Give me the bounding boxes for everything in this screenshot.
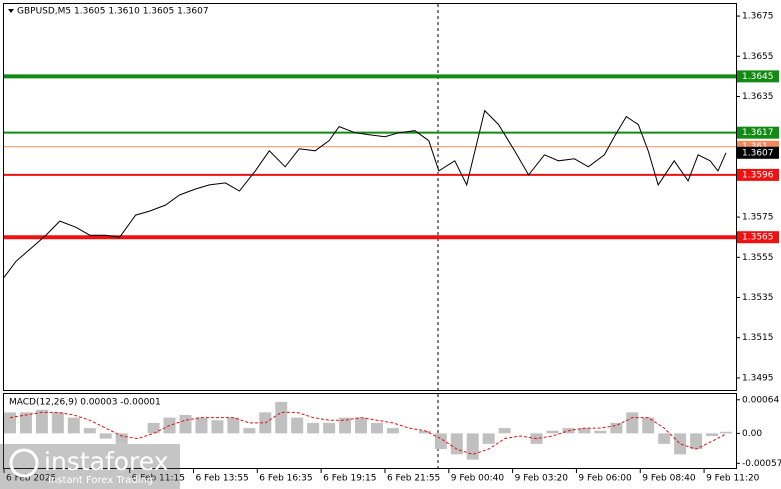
macd-bar [720, 431, 733, 434]
y-tick-label: 1.3655 [742, 52, 774, 62]
y-tick-label: 1.3555 [742, 253, 774, 263]
x-tick-label: 6 Feb 11:15 [132, 474, 185, 484]
level-label: 1.3607 [742, 148, 774, 158]
macd-bar [642, 417, 655, 434]
level-label-bg [737, 168, 779, 181]
macd-bar [35, 409, 48, 434]
macd-bar [386, 428, 399, 434]
x-tick-label: 6 Feb 2025 [6, 474, 56, 484]
macd-bar [211, 420, 224, 434]
macd-bar [466, 433, 479, 460]
macd-bar [227, 417, 240, 434]
y-tick-label: 0.00 [742, 429, 762, 439]
watermark: instaforex Instant Forex Trading [0, 444, 180, 489]
macd-bar [195, 417, 208, 434]
level-label-bg [737, 231, 779, 244]
watermark-logo [9, 448, 39, 478]
macd-bar [19, 412, 32, 434]
x-tick-label: 9 Feb 11:20 [706, 474, 760, 484]
macd-bar [243, 428, 256, 434]
y-tick-label: -0.00057 [742, 459, 781, 469]
level-label: 1.3645 [742, 72, 774, 82]
x-tick-label: 6 Feb 21:55 [387, 474, 440, 484]
x-tick-label: 6 Feb 19:15 [323, 474, 376, 484]
y-tick-label: 1.3535 [742, 293, 774, 303]
macd-bar [658, 433, 671, 444]
watermark-brand: instaforex [44, 447, 169, 476]
x-tick-label: 9 Feb 06:00 [578, 474, 632, 484]
macd-bar [674, 433, 687, 455]
macd-frame [3, 393, 737, 469]
macd-bar [339, 417, 352, 434]
price-line [3, 109, 727, 278]
macd-bar [546, 430, 559, 434]
macd-bar [418, 430, 431, 434]
macd-bar [578, 428, 591, 434]
chart-title: GBPUSD,M5 1.3605 1.3610 1.3605 1.3607 [17, 7, 209, 17]
y-tick-label: 1.3575 [742, 213, 774, 223]
macd-bar [147, 422, 160, 434]
macd-bar [99, 433, 112, 439]
level-label: 1.3617 [742, 128, 774, 138]
x-tick-label: 9 Feb 00:40 [451, 474, 505, 484]
macd-bar [706, 433, 719, 436]
macd-bar [3, 412, 16, 434]
macd-bar [434, 433, 447, 450]
macd-bar [67, 417, 80, 434]
y-tick-label: 1.3495 [742, 373, 774, 383]
level-label-bg [737, 70, 779, 83]
macd-bar [323, 422, 336, 434]
level-label-bg [737, 126, 779, 139]
x-tick-label: 9 Feb 03:20 [515, 474, 569, 484]
price-frame [3, 3, 737, 391]
level-label: 1.3596 [742, 170, 774, 180]
macd-bar [275, 401, 288, 434]
macd-bar [450, 433, 463, 455]
y-tick-label: 1.3515 [742, 333, 774, 343]
y-tick-label: 0.00064 [742, 395, 779, 405]
x-tick-label: 6 Feb 13:55 [195, 474, 248, 484]
macd-title: MACD(12,26,9) 0.00003 -0.00001 [9, 398, 161, 408]
macd-bar [626, 412, 639, 434]
x-tick-label: 6 Feb 16:35 [259, 474, 312, 484]
y-tick-label: 1.3635 [742, 92, 774, 102]
watermark-tagline: Instant Forex Trading [48, 475, 153, 486]
macd-bar [690, 433, 703, 450]
macd-bar [482, 433, 495, 444]
y-tick-label: 1.3675 [742, 12, 774, 22]
macd-bar [51, 412, 64, 434]
macd-bar [179, 414, 192, 434]
macd-bar [594, 430, 607, 434]
menu-arrow [8, 9, 14, 13]
macd-bar [498, 428, 511, 434]
macd-bar [291, 417, 304, 434]
signal-line [9, 411, 727, 455]
macd-bar [307, 422, 320, 434]
level-label: 1.3565 [742, 233, 774, 243]
macd-bar [355, 417, 368, 434]
x-tick-label: 9 Feb 08:40 [642, 474, 696, 484]
macd-bar [83, 428, 96, 434]
macd-bar [370, 422, 383, 434]
level-label-bg [737, 146, 779, 159]
macd-bar [610, 422, 623, 434]
macd-bar [115, 433, 128, 444]
